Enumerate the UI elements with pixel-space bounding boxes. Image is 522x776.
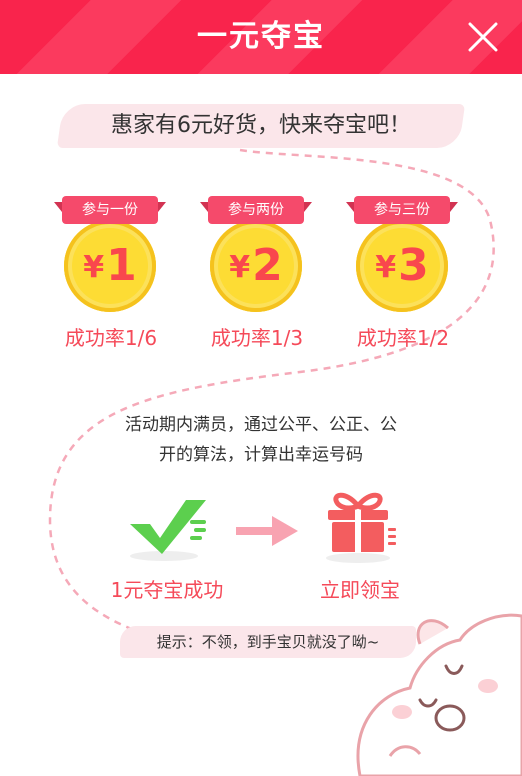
tier-rate: 成功率1/6 xyxy=(64,326,158,350)
rules-description: 活动期内满员，通过公平、公正、公 开的算法，计算出幸运号码 xyxy=(90,410,432,470)
modal-header: 一元夺宝 xyxy=(0,0,522,74)
coin-icon: ¥3 xyxy=(356,220,448,312)
tier-ribbon: 参与一份 xyxy=(54,196,166,224)
tier-rate: 成功率1/3 xyxy=(210,326,304,350)
tip-text: 提示：不领，到手宝贝就没了呦~ xyxy=(156,633,380,651)
rules-line: 开的算法，计算出幸运号码 xyxy=(159,445,363,465)
coin-amount: ¥1 xyxy=(83,240,137,291)
coin-amount: ¥3 xyxy=(375,240,429,291)
success-step-label: 1元夺宝成功 xyxy=(110,578,224,602)
slogan-text: 惠家有6元好货，快来夺宝吧！ xyxy=(111,113,411,138)
tier-ribbon: 参与三份 xyxy=(346,196,458,224)
modal-title: 一元夺宝 xyxy=(197,19,325,54)
tier-rate: 成功率1/2 xyxy=(356,326,450,350)
rules-line: 活动期内满员，通过公平、公正、公 xyxy=(125,415,397,435)
close-icon[interactable] xyxy=(468,22,498,52)
arrow-right-icon xyxy=(236,516,298,546)
tier-ribbon: 参与两份 xyxy=(200,196,312,224)
tip-banner: 提示：不领，到手宝贝就没了呦~ xyxy=(120,624,416,660)
dashed-path-decoration xyxy=(48,148,495,658)
coin-icon: ¥2 xyxy=(210,220,302,312)
coin-amount: ¥2 xyxy=(229,240,283,291)
claim-treasure-button[interactable]: 立即领宝 xyxy=(320,578,400,602)
coin-icon: ¥1 xyxy=(64,220,156,312)
pig-mascot-icon xyxy=(356,613,522,776)
brush-highlight xyxy=(120,626,416,658)
gift-icon[interactable] xyxy=(318,488,402,564)
slogan-banner: 惠家有6元好货，快来夺宝吧！ xyxy=(56,102,466,150)
success-check-icon xyxy=(130,500,206,561)
